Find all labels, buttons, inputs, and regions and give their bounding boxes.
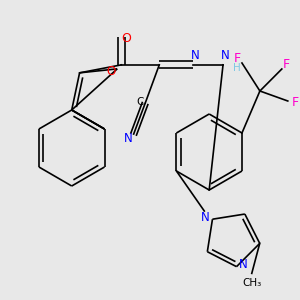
Text: F: F [283,58,290,70]
Text: CH₃: CH₃ [242,278,261,288]
Text: O: O [106,65,116,78]
Text: F: F [292,97,299,110]
Text: C: C [137,97,144,107]
Text: O: O [122,32,131,45]
Text: N: N [124,132,133,145]
Text: N: N [239,258,248,271]
Text: N: N [191,49,200,62]
Text: H: H [233,63,241,73]
Text: N: N [220,49,230,62]
Text: F: F [233,52,241,64]
Text: N: N [201,211,210,224]
